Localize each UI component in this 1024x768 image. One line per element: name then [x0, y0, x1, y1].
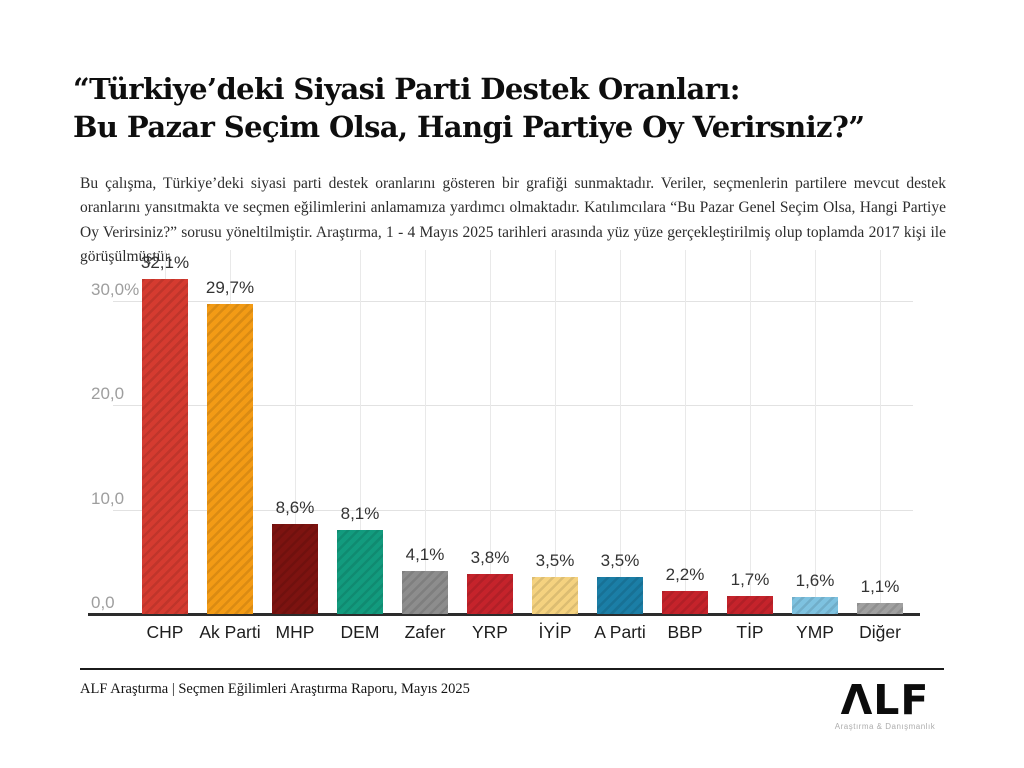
x-gridline [555, 250, 556, 614]
y-axis-tick: 20,0 [91, 384, 125, 404]
x-axis-label-di-er: Diğer [859, 622, 901, 642]
x-gridline [815, 250, 816, 614]
x-gridline [425, 250, 426, 614]
value-label-zafer: 4,1% [405, 545, 445, 565]
x-axis-label-ymp: YMP [796, 622, 834, 642]
x-gridline [880, 250, 881, 614]
y-gridline [113, 301, 913, 303]
bar-a-parti [597, 577, 643, 614]
page-title-line1: “Türkiye’deki Siyasi Parti Destek Oranla… [73, 72, 740, 107]
value-label-ymp: 1,6% [795, 571, 835, 591]
y-axis-tick: 10,0 [91, 488, 125, 508]
x-axis-label-yrp: YRP [472, 622, 508, 642]
bar-bbp [662, 591, 708, 614]
bar-ak-parti [207, 304, 253, 614]
x-axis-label-a-parti: A Parti [594, 622, 646, 642]
y-axis-tick: 30,0% [91, 280, 140, 300]
value-label-i-yi-p: 3,5% [535, 551, 575, 571]
page-title-line2: Bu Pazar Seçim Olsa, Hangi Partiye Oy Ve… [73, 110, 865, 145]
x-gridline [685, 250, 686, 614]
value-label-mhp: 8,6% [275, 498, 315, 518]
x-axis-label-ak-parti: Ak Parti [199, 622, 261, 642]
bar-zafer [402, 571, 448, 614]
x-axis-label-mhp: MHP [275, 622, 315, 642]
bar-mhp [272, 524, 318, 614]
bar-ti-p [727, 596, 773, 614]
alf-logo: ΛLF Araştırma & Danışmanlık [822, 679, 948, 731]
study-description: Bu çalışma, Türkiye’deki siyasi parti de… [80, 174, 946, 266]
value-label-chp: 32,1% [140, 253, 190, 273]
y-gridline [113, 405, 913, 407]
x-gridline [750, 250, 751, 614]
x-axis-label-zafer: Zafer [404, 622, 446, 642]
page-title: “Türkiye’deki Siyasi Parti Destek Oranla… [73, 70, 953, 146]
x-gridline [295, 250, 296, 614]
x-axis-label-ti-p: TİP [736, 622, 764, 642]
bar-di-er [857, 602, 903, 614]
x-axis-line [88, 613, 920, 616]
y-gridline [113, 509, 913, 511]
x-axis-label-chp: CHP [146, 622, 184, 642]
x-gridline [490, 250, 491, 614]
value-label-yrp: 3,8% [470, 548, 510, 568]
value-label-di-er: 1,1% [860, 576, 900, 596]
footer-divider [80, 668, 944, 670]
x-gridline [360, 250, 361, 614]
alf-logo-tagline: Araştırma & Danışmanlık [834, 722, 936, 731]
value-label-bbp: 2,2% [665, 565, 705, 585]
value-label-ak-parti: 29,7% [205, 278, 255, 298]
value-label-ti-p: 1,7% [730, 570, 770, 590]
x-axis-label-i-yi-p: İYİP [538, 622, 572, 642]
bar-i-yi-p [532, 577, 578, 614]
bar-dem [337, 529, 383, 614]
bar-yrp [467, 574, 513, 614]
x-gridline [620, 250, 621, 614]
y-axis-tick: 0,0 [91, 593, 115, 612]
bar-ymp [792, 597, 838, 614]
bar-chp [142, 279, 188, 614]
source-caption: ALF Araştırma | Seçmen Eğilimleri Araştı… [80, 681, 470, 697]
alf-logo-wordmark: ΛLF [840, 676, 930, 724]
x-axis-label-bbp: BBP [667, 622, 703, 642]
value-label-dem: 8,1% [340, 503, 380, 523]
value-label-a-parti: 3,5% [600, 551, 640, 571]
x-axis-label-dem: DEM [340, 622, 380, 642]
